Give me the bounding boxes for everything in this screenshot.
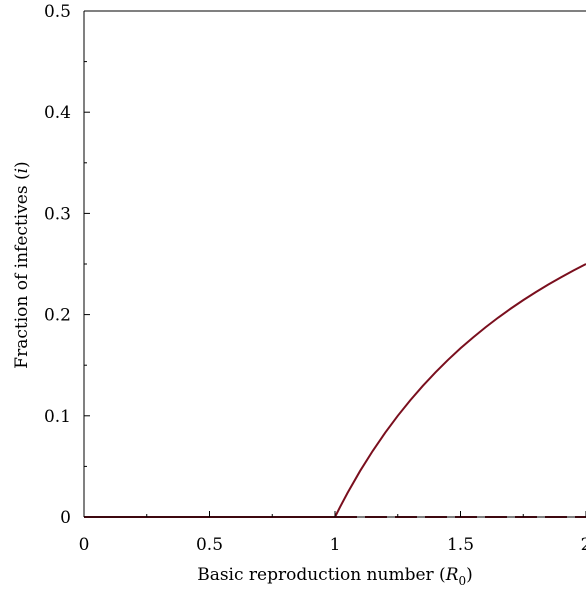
y-tick-label: 0.1 [44, 407, 71, 427]
plot-area [84, 263, 586, 518]
x-tick-label: 0.5 [196, 535, 223, 555]
x-tick-label: 2 [581, 535, 586, 555]
y-axis-title: Fraction of infectives (i) [12, 161, 32, 368]
y-tick-label: 0.4 [44, 103, 71, 123]
y-tick-label: 0.2 [44, 306, 71, 326]
solid-line-series [334, 263, 586, 518]
axes [83, 10, 586, 518]
x-tick-label: 0 [79, 535, 90, 555]
x-tick-label: 1 [330, 535, 341, 555]
y-tick-label: 0.3 [44, 204, 71, 224]
x-tick-label: 1.5 [447, 535, 474, 555]
y-tick-label: 0.5 [44, 2, 71, 22]
x-ticks: 0 0.5 1 1.5 2 [79, 511, 586, 555]
y-ticks: 0 0.1 0.2 0.3 0.4 0.5 [44, 2, 90, 528]
x-axis-title: Basic reproduction number (R0) [197, 565, 473, 588]
y-tick-label: 0 [60, 508, 71, 528]
